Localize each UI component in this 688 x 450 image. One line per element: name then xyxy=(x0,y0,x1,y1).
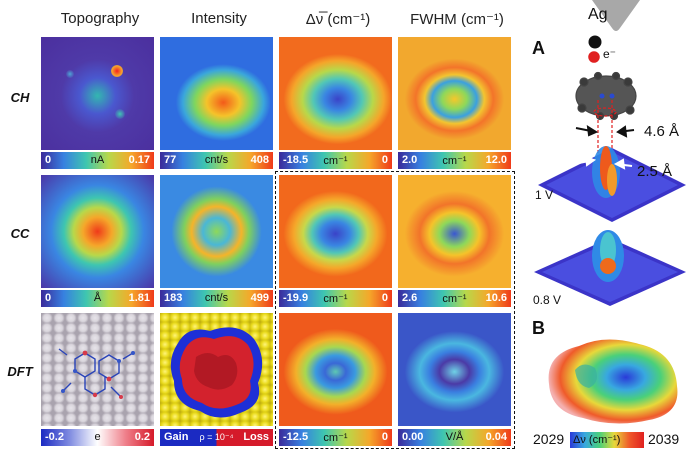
distance-label-outer: 4.6 Å xyxy=(644,123,680,140)
panel-a-illustration xyxy=(534,0,686,306)
row-label-dft: DFT xyxy=(7,364,33,379)
bias-label-08v: 0.8 V xyxy=(533,293,562,307)
colorbar-dft-gain-loss: Gain ρ = 10⁻⁴ Loss xyxy=(160,429,273,446)
row-label-ch: CH xyxy=(10,90,30,105)
panel-letter-b: B xyxy=(532,318,545,338)
charge-blob-overlay xyxy=(170,327,263,418)
panel-letter-a: A xyxy=(532,38,545,58)
electron-label: e⁻ xyxy=(603,47,617,61)
tile-cc-shift xyxy=(279,175,392,288)
colorbar-ch-fwhm: 2.0 cm⁻¹ 12.0 xyxy=(398,152,511,169)
bias-label-1v: 1 V xyxy=(535,188,554,202)
column-header-shift: Δν̅ (cm⁻¹) xyxy=(305,11,371,28)
colorbar-ch-topography: 0 nA 0.17 xyxy=(41,152,154,169)
column-header-intensity: Intensity xyxy=(191,10,247,27)
colorbar-ch-shift: -18.5 cm⁻¹ 0 xyxy=(279,152,392,169)
panel-b-surface xyxy=(548,339,678,424)
colorbar-cc-shift: -19.9 cm⁻¹ 0 xyxy=(279,290,392,307)
colorbar-dft-charge: -0.2 e 0.2 xyxy=(41,429,154,446)
molecule-overlay xyxy=(58,348,135,399)
ag-tip-icon xyxy=(592,0,640,31)
tile-ch-topography xyxy=(41,37,154,150)
colorbar-cc-intensity: 183 cnt/s 499 xyxy=(160,290,273,307)
distance-label-inner: 2.5 Å xyxy=(637,163,673,180)
colorbar-ch-intensity: 77 cnt/s 408 xyxy=(160,152,273,169)
electron-source-icon xyxy=(588,35,602,49)
scale-title-label: Δν (cm⁻¹) xyxy=(573,434,621,446)
colorbar-cc-fwhm: 2.6 cm⁻¹ 10.6 xyxy=(398,290,511,307)
tile-dft-charge-density xyxy=(41,313,154,426)
highlight-dashed-box xyxy=(275,171,515,449)
scale-max-label: 2039 xyxy=(648,431,680,447)
tile-ch-shift xyxy=(279,37,392,150)
molecule-icon xyxy=(575,71,637,121)
column-header-fwhm: FWHM (cm⁻¹) xyxy=(410,11,504,28)
colorbar-dft-field: 0.00 V/Å 0.04 xyxy=(398,429,511,446)
column-header-topography: Topography xyxy=(60,10,140,27)
tile-dft-charge-gain-loss xyxy=(160,313,273,426)
electron-icon xyxy=(586,49,602,65)
panel-b-colorbar: Δν (cm⁻¹) xyxy=(570,432,644,448)
colorbar-dft-shift: -12.5 cm⁻¹ 0 xyxy=(279,429,392,446)
tile-ch-fwhm xyxy=(398,37,511,150)
tile-dft-shift xyxy=(279,313,392,426)
tile-dft-field xyxy=(398,313,511,426)
tile-cc-intensity xyxy=(160,175,273,288)
tile-ch-intensity xyxy=(160,37,273,150)
tile-cc-fwhm xyxy=(398,175,511,288)
tile-cc-topography xyxy=(41,175,154,288)
scale-min-label: 2029 xyxy=(533,431,565,447)
ag-tip-label: Ag xyxy=(588,6,608,23)
row-label-cc: CC xyxy=(10,226,30,241)
colorbar-cc-topography: 0 Å 1.81 xyxy=(41,290,154,307)
